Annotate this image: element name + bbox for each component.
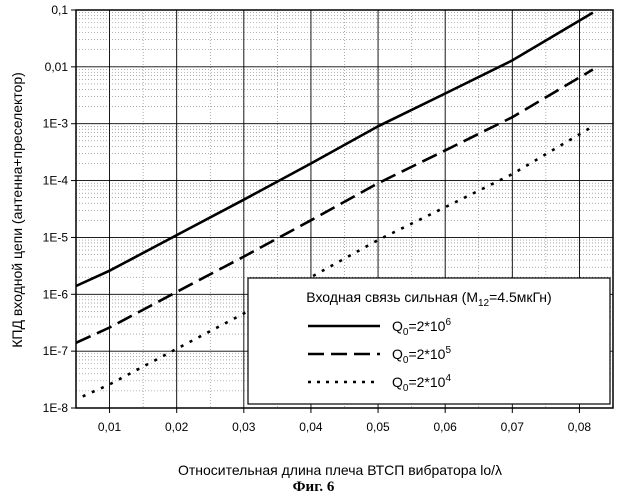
legend-title-sub: 12	[478, 298, 490, 309]
x-tick-label: 0,07	[501, 420, 525, 434]
x-tick-label: 0,05	[366, 420, 390, 434]
y-tick-label: 1E-6	[43, 287, 69, 301]
x-tick-label: 0,06	[434, 420, 458, 434]
y-axis-title: КПД входной цепи (антенна+преселектор)	[9, 72, 25, 348]
legend-title-tail: =4.5мкГн)	[489, 289, 552, 305]
chart: 0,010,020,030,040,050,060,070,08 1E-81E-…	[0, 0, 627, 478]
figure-caption: Фиг. 6	[0, 479, 627, 496]
y-tick-label: 1E-7	[43, 344, 69, 358]
x-tick-label: 0,08	[568, 420, 592, 434]
legend: Входная связь сильная (M12=4.5мкГн) Q0=2…	[248, 278, 610, 404]
y-tick-label: 0,01	[45, 60, 69, 74]
y-tick-label: 0,1	[51, 3, 68, 17]
x-axis: 0,01 0,02 0,03 0,04 0,05 0,06 0,07 0,08	[98, 408, 592, 434]
x-axis-title: Относительная длина плеча ВТСП вибратора…	[178, 462, 502, 478]
x-tick-label: 0,03	[232, 420, 256, 434]
x-tick-label: 0,02	[165, 420, 189, 434]
y-axis: 1E-8 1E-7 1E-6 1E-5 1E-4 1E-3 0,01 0,1	[43, 3, 76, 415]
y-tick-label: 1E-5	[43, 230, 69, 244]
series-line-solid	[76, 13, 593, 286]
x-tick-label: 0,01	[98, 420, 122, 434]
y-tick-label: 1E-3	[43, 117, 69, 131]
legend-title-main: Входная связь сильная (M	[306, 289, 478, 305]
x-tick-label: 0,04	[299, 420, 323, 434]
y-tick-label: 1E-4	[43, 174, 69, 188]
y-tick-label: 1E-8	[43, 401, 69, 415]
